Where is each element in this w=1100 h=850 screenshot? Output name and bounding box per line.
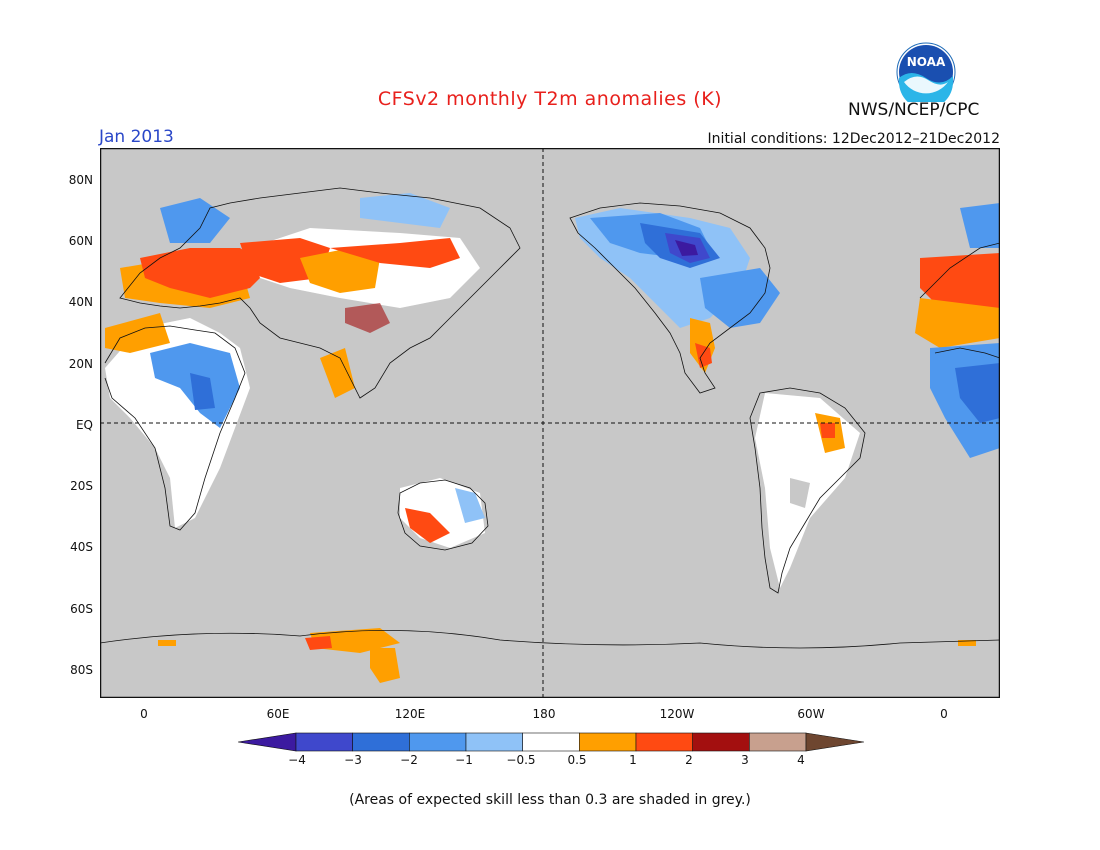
colorbar-label: 0.5 bbox=[567, 753, 587, 767]
lon-label: 0 bbox=[140, 707, 148, 721]
colorbar-label: 2 bbox=[685, 753, 693, 767]
lat-label: 40N bbox=[68, 295, 93, 309]
colorbar-swatch bbox=[749, 732, 807, 752]
colorbar-swatch bbox=[465, 732, 523, 752]
colorbar-label: −0.5 bbox=[506, 753, 536, 767]
lat-label: 80N bbox=[68, 173, 93, 187]
colorbar-swatch bbox=[579, 732, 637, 752]
lat-label: 60S bbox=[70, 602, 93, 616]
lon-label: 0 bbox=[940, 707, 948, 721]
lon-label: 60W bbox=[797, 707, 825, 721]
map-frame bbox=[100, 148, 1000, 698]
colorbar-label: −4 bbox=[288, 753, 306, 767]
lon-label: 120W bbox=[659, 707, 695, 721]
lat-label: 20S bbox=[70, 479, 93, 493]
lat-label: 40S bbox=[70, 540, 93, 554]
colorbar-label: 4 bbox=[797, 753, 805, 767]
noaa-logo: NOAA bbox=[896, 42, 956, 102]
colorbar-label: −1 bbox=[455, 753, 473, 767]
colorbar-swatch bbox=[635, 732, 693, 752]
valid-month: Jan 2013 bbox=[99, 127, 174, 147]
colorbar-swatch bbox=[295, 732, 353, 752]
lon-label: 180 bbox=[532, 707, 556, 721]
noaa-logo-text: NOAA bbox=[907, 55, 946, 69]
initial-conditions: Initial conditions: 12Dec2012–21Dec2012 bbox=[707, 131, 1000, 147]
colorbar bbox=[238, 732, 864, 752]
colorbar-swatch bbox=[352, 732, 410, 752]
colorbar-swatch bbox=[692, 732, 750, 752]
lat-label: 60N bbox=[68, 234, 93, 248]
lat-label: 20N bbox=[68, 357, 93, 371]
colorbar-label: 3 bbox=[741, 753, 749, 767]
colorbar-arrow-high bbox=[805, 732, 864, 752]
footnote: (Areas of expected skill less than 0.3 a… bbox=[349, 792, 751, 808]
anomaly-map bbox=[100, 148, 1000, 698]
agency-label: NWS/NCEP/CPC bbox=[848, 100, 980, 120]
anomaly-shading bbox=[105, 193, 1000, 683]
lon-label: 120E bbox=[394, 707, 426, 721]
colorbar-label: −3 bbox=[344, 753, 362, 767]
colorbar-label: 1 bbox=[629, 753, 637, 767]
chart-title: CFSv2 monthly T2m anomalies (K) bbox=[377, 88, 723, 110]
colorbar-swatch bbox=[522, 732, 580, 752]
lon-label: 60E bbox=[266, 707, 290, 721]
colorbar-arrow-low bbox=[238, 732, 297, 752]
colorbar-swatch bbox=[409, 732, 467, 752]
lat-label: 80S bbox=[70, 663, 93, 677]
lat-label: EQ bbox=[75, 418, 93, 432]
coastlines bbox=[100, 187, 1000, 649]
colorbar-label: −2 bbox=[400, 753, 418, 767]
